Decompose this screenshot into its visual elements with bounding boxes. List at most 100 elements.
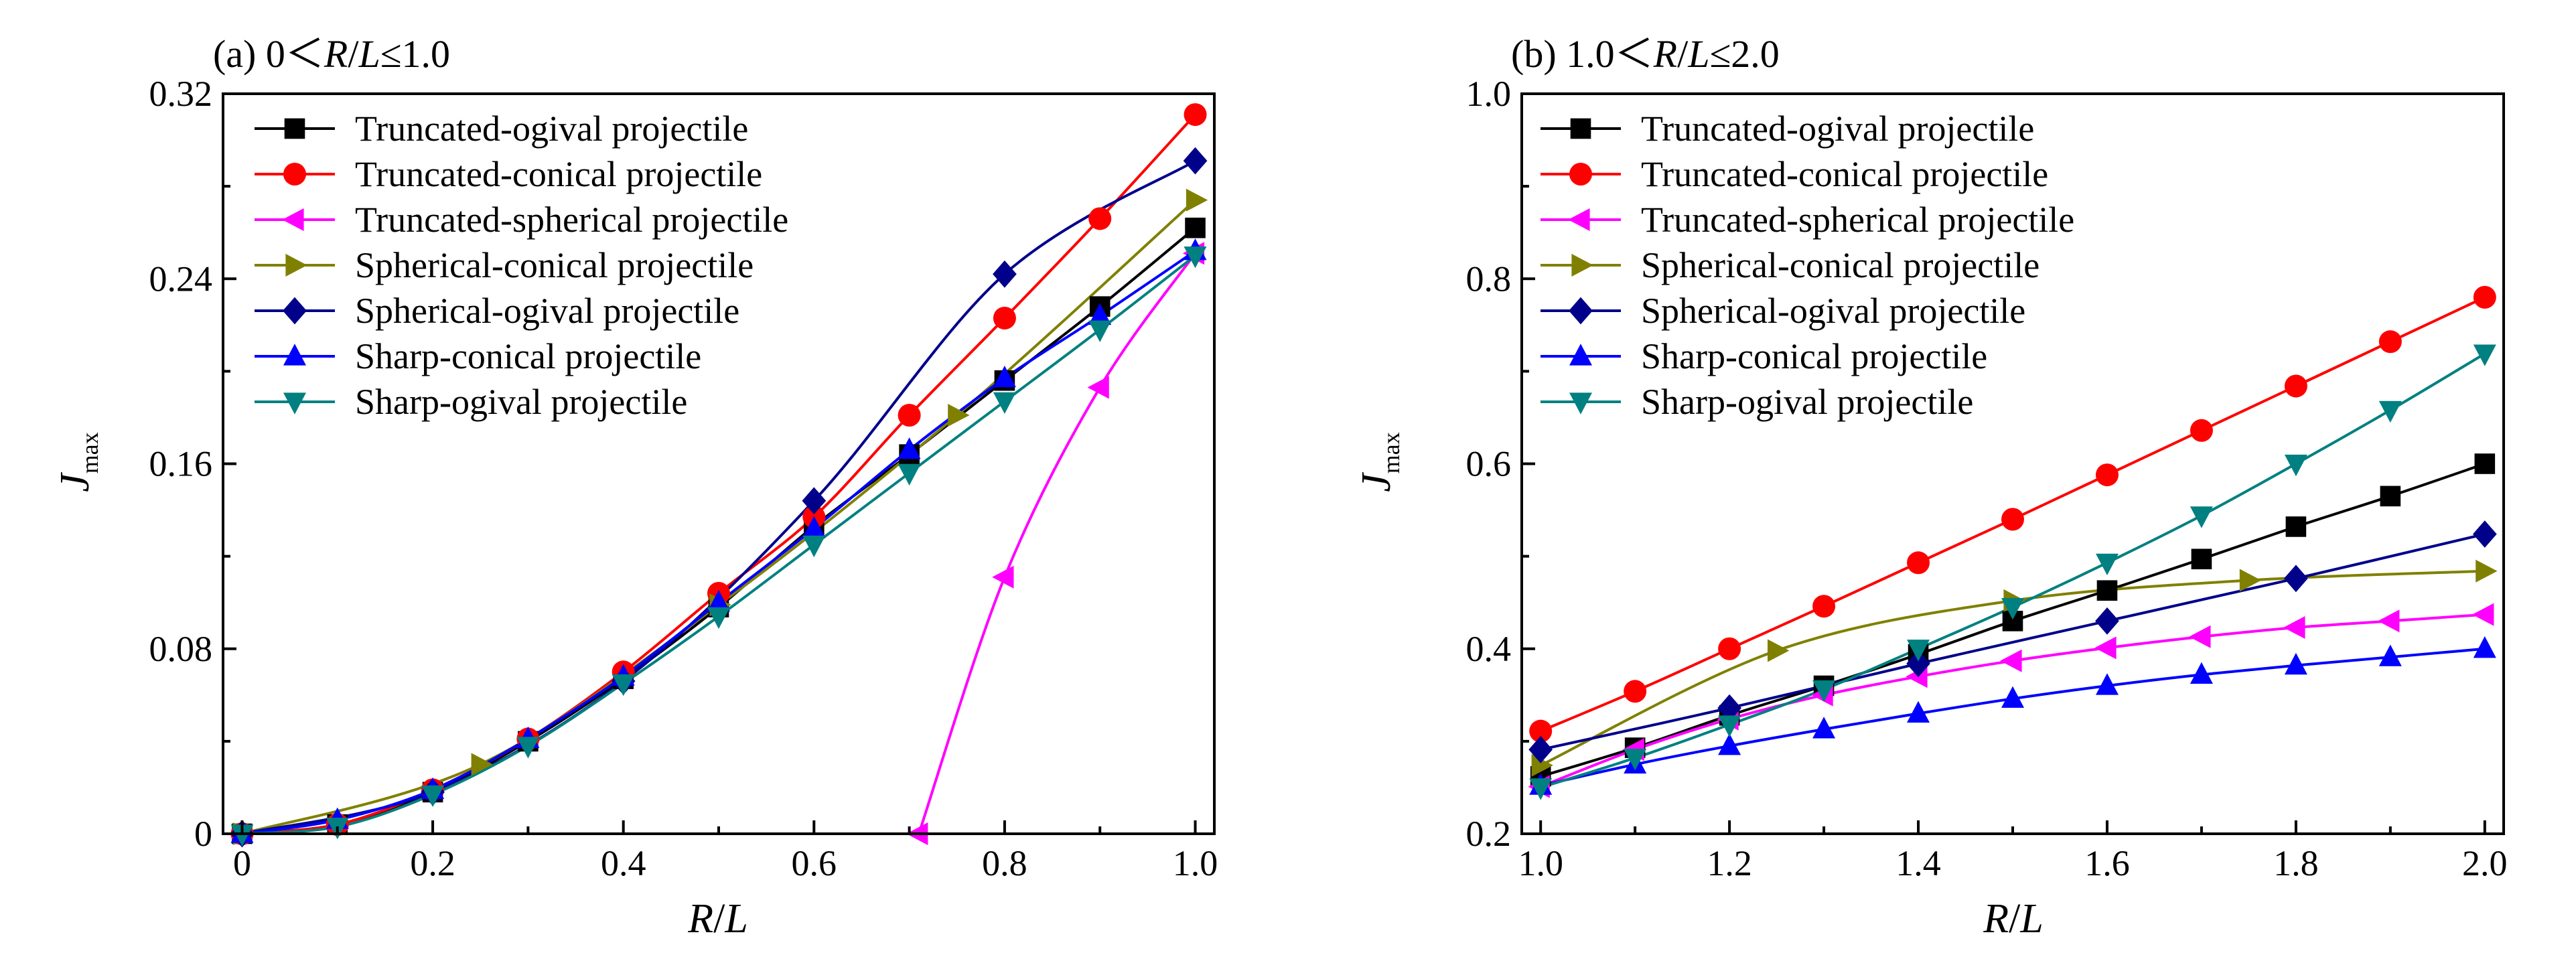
y-tick-label: 0.4 xyxy=(1466,629,1512,669)
sharp-ogival-projectile-point xyxy=(1718,715,1741,737)
truncated-ogival-projectile-point xyxy=(2191,548,2212,570)
truncated-spherical-projectile-point xyxy=(992,565,1014,589)
y-tick-label: 0.24 xyxy=(149,259,213,299)
sharp-conical-projectile-point xyxy=(707,590,730,612)
panel-b-x-axis-ticks: 1.0 1.2 1.4 1.6 1.8 2.0 xyxy=(1518,820,2508,883)
legend-entry-label: Truncated-conical projectile xyxy=(1641,154,2048,194)
legend-entry-label: Spherical-ogival projectile xyxy=(355,291,739,331)
legend-swatch-marker xyxy=(1568,208,1590,231)
spherical-ogival-projectile-line xyxy=(242,159,1196,834)
panel-b-series-markers xyxy=(1528,285,2498,800)
legend-entry-label: Truncated-spherical projectile xyxy=(1641,200,2074,240)
panel-b-title: (b) 1.0＜R/L≤2.0 xyxy=(1511,32,1780,76)
legend-entry-label: Sharp-conical projectile xyxy=(355,336,701,376)
sharp-ogival-projectile-point xyxy=(230,824,254,846)
sharp-conical-projectile-point xyxy=(898,437,921,459)
chart-panel-a: (a) 0＜R/L≤1.0 0 0.2 0.4 0.6 0.8 1.0 0 0.08 0.16… xyxy=(52,32,1218,942)
truncated-ogival-projectile-point xyxy=(2474,453,2496,474)
y-tick-label: 0.8 xyxy=(1466,259,1512,299)
sharp-ogival-projectile-point xyxy=(1624,749,1647,771)
sharp-ogival-projectile-point xyxy=(707,607,730,630)
panel-a-legend: Truncated-ogival projectile Truncated-con… xyxy=(255,108,788,422)
spherical-ogival-projectile-point xyxy=(993,260,1017,288)
spherical-conical-projectile-point xyxy=(471,753,493,776)
x-tick-label: 1.2 xyxy=(1707,843,1752,883)
legend-swatch-marker xyxy=(1569,163,1592,186)
panel-a-title: (a) 0＜R/L≤1.0 xyxy=(213,32,450,76)
truncated-spherical-projectile-point xyxy=(2189,625,2211,648)
truncated-conical-projectile-point xyxy=(1624,680,1647,703)
sharp-ogival-projectile-point xyxy=(1907,640,1930,662)
sharp-ogival-projectile-point xyxy=(421,785,445,807)
panel-a-y-axis-title: Jmax xyxy=(52,432,103,492)
x-tick-label: 1.8 xyxy=(2273,843,2319,883)
x-tick-label: 0.4 xyxy=(601,843,646,883)
sharp-conical-projectile-point xyxy=(2473,636,2496,658)
legend-entry-label: Truncated-conical projectile xyxy=(355,154,762,194)
sharp-conical-projectile-point xyxy=(2190,662,2213,684)
sharp-conical-projectile-point xyxy=(1907,701,1930,723)
panel-a-x-axis-ticks: 0 0.2 0.4 0.6 0.8 1.0 xyxy=(233,820,1218,883)
x-tick-label: 1.0 xyxy=(1518,843,1563,883)
spherical-ogival-projectile-point xyxy=(1528,735,1553,763)
legend-entry-label: Spherical-conical projectile xyxy=(355,245,754,285)
x-tick-label: 1.6 xyxy=(2084,843,2130,883)
sharp-ogival-projectile-point xyxy=(516,737,540,759)
panel-a-y-axis-ticks: 0 0.08 0.16 0.24 0.32 xyxy=(149,74,236,854)
y-tick-label: 0.6 xyxy=(1466,444,1512,484)
truncated-conical-projectile-point xyxy=(2095,463,2119,487)
spherical-ogival-projectile-point xyxy=(1183,147,1208,175)
sharp-ogival-projectile-point xyxy=(802,535,826,558)
truncated-conical-projectile-point xyxy=(1812,595,1836,618)
sharp-ogival-projectile-point xyxy=(2096,553,2119,575)
sharp-ogival-projectile-point xyxy=(1088,320,1112,342)
legend-swatch-marker xyxy=(284,118,305,139)
legend-entry-label: Truncated-ogival projectile xyxy=(355,108,748,149)
truncated-conical-projectile-point xyxy=(1529,719,1553,743)
spherical-ogival-projectile-point xyxy=(2095,607,2119,635)
truncated-conical-projectile-point xyxy=(1718,637,1741,660)
sharp-ogival-projectile-point xyxy=(1184,246,1207,269)
sharp-conical-projectile-point xyxy=(993,366,1016,388)
truncated-spherical-projectile-point xyxy=(2094,636,2117,660)
legend-swatch-marker xyxy=(283,297,307,325)
sharp-conical-projectile-point xyxy=(2378,644,2402,666)
sharp-conical-projectile-point xyxy=(1088,303,1112,325)
legend-entry-label: Sharp-conical projectile xyxy=(1641,336,1987,376)
x-tick-label: 0.6 xyxy=(792,843,837,883)
spherical-ogival-projectile-point xyxy=(1717,694,1741,722)
y-tick-label: 0.16 xyxy=(149,444,213,484)
legend-entry-label: Sharp-ogival projectile xyxy=(355,382,687,422)
truncated-spherical-projectile-point xyxy=(2472,603,2494,626)
truncated-spherical-projectile-point xyxy=(2283,616,2305,639)
legend-swatch-marker xyxy=(1569,344,1592,366)
legend-entry-label: Spherical-conical projectile xyxy=(1641,245,2040,285)
y-tick-label: 0.32 xyxy=(149,74,213,114)
truncated-spherical-projectile-point xyxy=(2378,609,2400,633)
sharp-conical-projectile-point xyxy=(1812,717,1836,739)
panel-a-x-axis-title: R/L xyxy=(687,896,748,942)
truncated-spherical-projectile-point xyxy=(1087,376,1109,399)
legend-swatch-marker xyxy=(282,208,304,231)
spherical-conical-projectile-point xyxy=(1531,753,1553,777)
sharp-conical-projectile-point xyxy=(2284,652,2307,675)
spherical-ogival-projectile-point xyxy=(2284,565,2308,593)
sharp-ogival-projectile-point xyxy=(2001,598,2024,620)
sharp-ogival-projectile-point xyxy=(1812,680,1836,703)
sharp-conical-projectile-point xyxy=(2096,673,2119,695)
legend-swatch-marker xyxy=(1571,254,1593,277)
sharp-ogival-projectile-point xyxy=(2378,400,2402,423)
spherical-conical-projectile-point xyxy=(1768,639,1790,662)
truncated-conical-projectile-point xyxy=(1907,551,1930,575)
x-tick-label: 0.2 xyxy=(410,843,455,883)
legend-swatch-marker xyxy=(283,163,306,186)
sharp-ogival-projectile-point xyxy=(2473,344,2496,366)
x-tick-label: 1.4 xyxy=(1895,843,1941,883)
legend-swatch-marker xyxy=(1569,297,1593,325)
truncated-conical-projectile-point xyxy=(2473,285,2496,309)
panel-b-legend: Truncated-ogival projectile Truncated-con… xyxy=(1541,108,2074,422)
legend-swatch-marker xyxy=(283,344,306,366)
sharp-ogival-projectile-point xyxy=(2190,506,2213,528)
truncated-conical-projectile-point xyxy=(1088,207,1112,230)
